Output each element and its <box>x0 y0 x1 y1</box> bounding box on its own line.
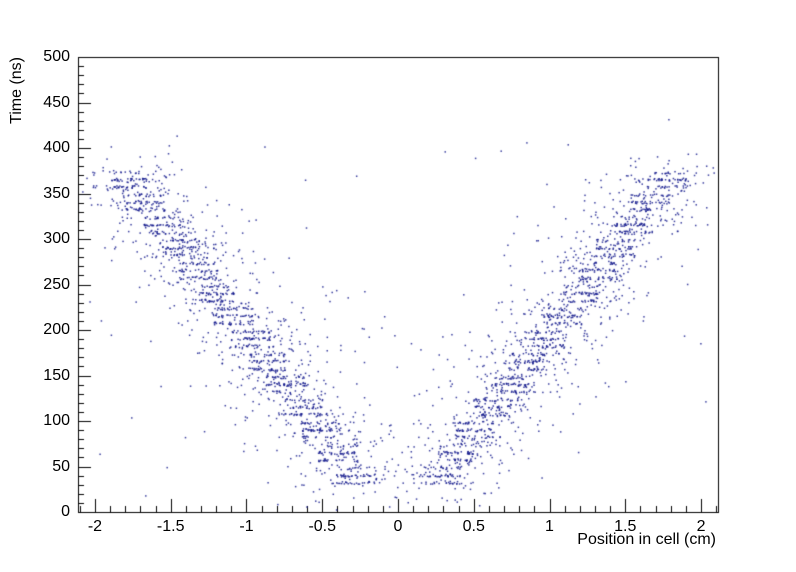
y-tick-label: 50 <box>52 457 70 475</box>
y-tick-label: 400 <box>43 139 70 156</box>
y-tick-label: 100 <box>43 412 70 429</box>
x-axis-title: Position in cell (cm) <box>577 531 716 548</box>
y-axis-title: Time (ns) <box>8 57 25 124</box>
y-tick-label: 450 <box>43 93 70 111</box>
x-tick-label: -1 <box>239 518 254 535</box>
y-tick-label: 0 <box>61 503 70 520</box>
y-tick-label: 150 <box>43 366 70 384</box>
x-tick-label: 1 <box>545 518 554 535</box>
x-tick-label: 2 <box>696 518 706 535</box>
x-tick-label: -0.5 <box>308 518 337 535</box>
x-tick-label: 0.5 <box>462 518 485 535</box>
y-tick-label: 500 <box>43 48 70 65</box>
x-tick-label: 0 <box>393 518 403 535</box>
x-tick-label: -2 <box>87 518 103 535</box>
y-tick-label: 300 <box>43 230 70 247</box>
x-tick-label: 1.5 <box>614 518 637 535</box>
y-tick-label: 200 <box>43 321 70 338</box>
y-tick-label: 350 <box>43 184 70 202</box>
x-tick-label: -1.5 <box>156 518 185 535</box>
y-tick-label: 250 <box>43 275 70 293</box>
